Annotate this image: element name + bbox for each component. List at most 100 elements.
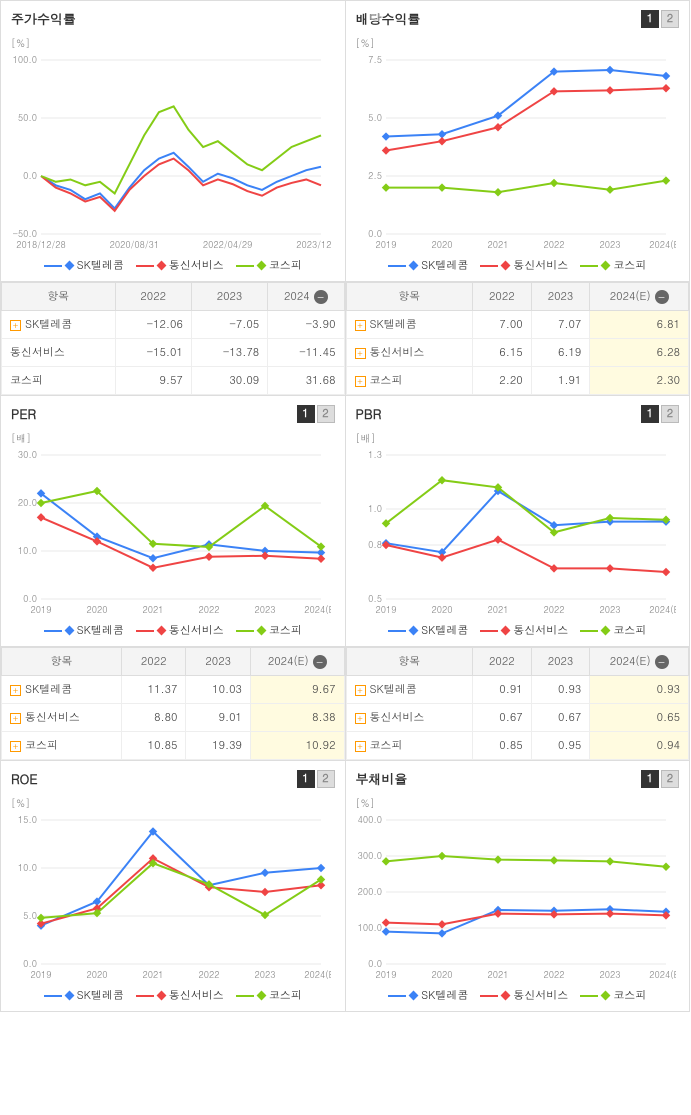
legend-item: 코스피 [580,623,646,638]
chart-legend: SK텔레콤 통신서비스 코스피 [356,623,680,638]
table-header: 2022 [472,283,531,311]
tab-1[interactable]: 1 [297,770,315,788]
table-header: 2024− [268,283,344,311]
svg-text:2021: 2021 [143,603,164,616]
tab-2[interactable]: 2 [661,405,679,423]
tab-2[interactable]: 2 [661,770,679,788]
svg-text:2022: 2022 [543,603,564,616]
row-label: +SK텔레콤 [2,311,116,339]
svg-text:2019: 2019 [31,603,52,616]
table-header: 2022 [115,283,191,311]
table-row: +통신서비스8.809.018.38 [2,704,345,732]
expand-icon[interactable]: + [355,376,366,387]
cell-value: -7.05 [191,311,267,339]
table-panel: 항목202220232024(E)−+SK텔레콤11.3710.039.67+통… [0,646,346,761]
table-header: 항목 [346,283,472,311]
expand-icon[interactable]: + [355,348,366,359]
cell-value: 6.15 [472,339,531,367]
legend-item: SK텔레콤 [388,258,468,273]
svg-text:2024(E): 2024(E) [649,238,676,251]
tab-switcher: 1 2 [297,405,335,423]
svg-text:100.0: 100.0 [357,921,381,934]
table-header: 항목 [346,648,472,676]
collapse-icon[interactable]: − [655,290,669,304]
table-header: 2022 [472,648,531,676]
svg-text:50.0: 50.0 [18,111,37,124]
svg-text:2023: 2023 [599,968,620,981]
svg-text:2020: 2020 [431,603,452,616]
tab-1[interactable]: 1 [641,405,659,423]
table-header: 항목 [2,283,116,311]
row-label: +코스피 [346,367,472,395]
tab-switcher: 1 2 [641,770,679,788]
cell-value: 11.37 [121,676,186,704]
expand-icon[interactable]: + [355,741,366,752]
panel-title: ROE [11,769,38,788]
cell-value: 30.09 [191,367,267,395]
legend-item: SK텔레콤 [388,988,468,1003]
collapse-icon[interactable]: − [655,655,669,669]
cell-value: -12.06 [115,311,191,339]
legend-item: 통신서비스 [480,988,568,1003]
table-row: 코스피9.5730.0931.68 [2,367,345,395]
cell-value: 0.67 [472,704,531,732]
cell-value: 0.67 [531,704,590,732]
svg-text:100.0: 100.0 [13,53,37,66]
table-panel: 항목202220232024−+SK텔레콤-12.06-7.05-3.90통신서… [0,281,346,396]
table-row: +코스피10.8519.3910.92 [2,732,345,760]
legend-item: 코스피 [236,988,302,1003]
chart-unit: [%] [356,36,680,50]
svg-text:2.5: 2.5 [368,169,382,182]
tab-2[interactable]: 2 [317,405,335,423]
panel-title: PER [11,404,36,423]
cell-value: 9.57 [115,367,191,395]
cell-value: 10.85 [121,732,186,760]
table-header: 2024(E)− [590,283,689,311]
tab-2[interactable]: 2 [661,10,679,28]
row-label: +코스피 [2,732,122,760]
expand-icon[interactable]: + [355,713,366,724]
cell-value: 6.19 [531,339,590,367]
svg-text:2020: 2020 [87,968,108,981]
collapse-icon[interactable]: − [314,290,328,304]
svg-text:2021: 2021 [143,968,164,981]
svg-text:2024(E): 2024(E) [304,968,331,981]
cell-value: 7.00 [472,311,531,339]
legend-item: 통신서비스 [136,988,224,1003]
expand-icon[interactable]: + [355,685,366,696]
row-label: +통신서비스 [2,704,122,732]
svg-text:10.0: 10.0 [18,861,37,874]
table-header: 항목 [2,648,122,676]
cell-value: 0.93 [590,676,689,704]
expand-icon[interactable]: + [10,685,21,696]
chart-unit: [%] [356,796,680,810]
collapse-icon[interactable]: − [313,655,327,669]
row-label: +SK텔레콤 [2,676,122,704]
tab-2[interactable]: 2 [317,770,335,788]
svg-text:1.3: 1.3 [368,448,382,461]
expand-icon[interactable]: + [10,741,21,752]
expand-icon[interactable]: + [10,713,21,724]
legend-item: SK텔레콤 [44,623,124,638]
svg-text:2022: 2022 [543,238,564,251]
cell-value: 1.91 [531,367,590,395]
data-table: 항목202220232024−+SK텔레콤-12.06-7.05-3.90통신서… [1,282,345,395]
expand-icon[interactable]: + [355,320,366,331]
cell-value: 7.07 [531,311,590,339]
tab-1[interactable]: 1 [641,770,659,788]
tab-1[interactable]: 1 [297,405,315,423]
svg-text:2022: 2022 [199,603,220,616]
expand-icon[interactable]: + [10,320,21,331]
svg-text:400.0: 400.0 [357,813,381,826]
chart-unit: [배] [356,431,680,445]
table-row: 통신서비스-15.01-13.78-11.45 [2,339,345,367]
svg-text:2021: 2021 [487,238,508,251]
tab-1[interactable]: 1 [641,10,659,28]
cell-value: 10.92 [250,732,344,760]
cell-value: 0.95 [531,732,590,760]
svg-text:2023: 2023 [599,603,620,616]
svg-text:10.0: 10.0 [18,544,37,557]
cell-value: 2.30 [590,367,689,395]
svg-text:15.0: 15.0 [18,813,37,826]
row-label: 통신서비스 [2,339,116,367]
